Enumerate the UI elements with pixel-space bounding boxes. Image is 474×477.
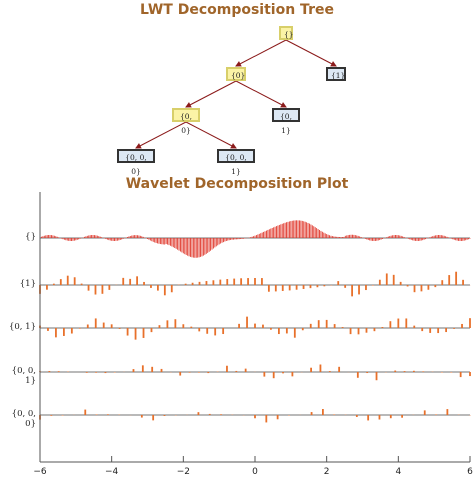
tree-edge-root-n0 (235, 39, 287, 67)
tree-edges (135, 39, 337, 149)
tree-node-n01: {0, 1} (272, 108, 300, 135)
row-stems (39, 408, 471, 423)
row-stems (39, 271, 471, 297)
tree-node-n0: {0} (226, 67, 246, 81)
x-tick-label: 4 (395, 467, 401, 477)
x-tick-label: 0 (252, 467, 258, 477)
row-stems (39, 220, 471, 258)
row-label: {0, 1} (8, 322, 36, 332)
x-tick-label: 6 (467, 467, 473, 477)
row-stems (39, 364, 471, 381)
x-tick-label: −2 (177, 467, 190, 477)
x-tick-label: −6 (33, 467, 47, 477)
tree-node-n00: {0, 0} (172, 108, 200, 135)
row-label: {0, 0, 1} (11, 366, 36, 386)
tree-node-n001: {0, 0, 1} (217, 149, 255, 176)
tree-node-n000: {0, 0, 0} (117, 149, 155, 176)
row-stems (39, 316, 471, 340)
tree-edge-n00-n000 (135, 121, 187, 149)
x-tick-label: 2 (324, 467, 330, 477)
tree-title: LWT Decomposition Tree (140, 2, 334, 18)
tree-node-n1: {1} (326, 67, 346, 81)
tree-edge-n0-n01 (235, 80, 287, 108)
row-label: {0, 0, 0} (11, 409, 36, 429)
tree-edge-root-n1 (285, 39, 337, 67)
row-label: {} (25, 232, 36, 242)
x-tick-label: −4 (105, 467, 119, 477)
tree-edge-n0-n00 (185, 80, 237, 108)
tree-edge-n00-n001 (185, 121, 237, 149)
row-label: {1} (19, 279, 36, 289)
tree-node-root: {} (279, 26, 294, 40)
plot-title: Wavelet Decomposition Plot (125, 176, 349, 192)
